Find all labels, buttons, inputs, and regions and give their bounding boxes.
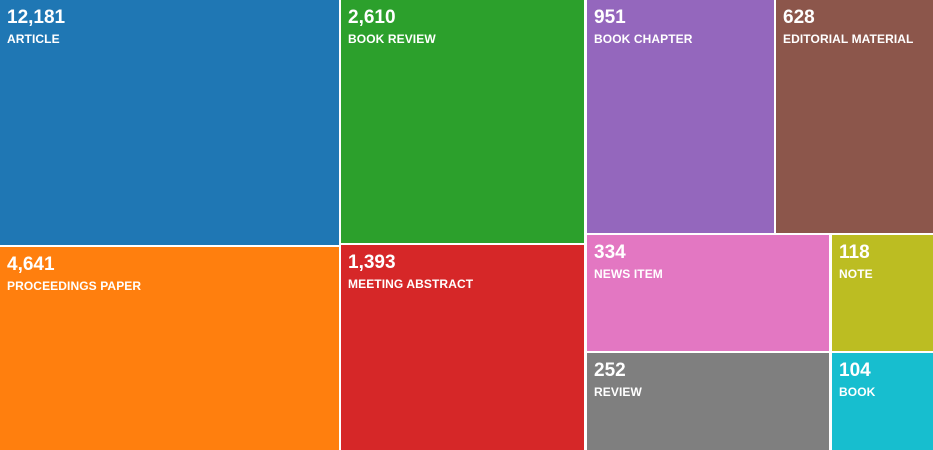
tile-label: BOOK <box>839 385 876 399</box>
treemap-tile-editorial-material[interactable]: 628 EDITORIAL MATERIAL <box>776 0 933 233</box>
tile-label: EDITORIAL MATERIAL <box>783 32 914 46</box>
tile-label: BOOK CHAPTER <box>594 32 693 46</box>
tile-label: MEETING ABSTRACT <box>348 277 474 291</box>
treemap-tile-note[interactable]: 118 NOTE <box>832 235 933 351</box>
tile-value: 4,641 <box>7 254 55 275</box>
treemap-tile-book[interactable]: 104 BOOK <box>832 353 933 450</box>
tile-value: 628 <box>783 7 815 28</box>
treemap-tile-book-review[interactable]: 2,610 BOOK REVIEW <box>341 0 584 243</box>
tile-value: 1,393 <box>348 252 396 273</box>
tile-label: ARTICLE <box>7 32 60 46</box>
treemap-tile-article[interactable]: 12,181 ARTICLE <box>0 0 339 245</box>
tile-label: NEWS ITEM <box>594 267 663 281</box>
tile-value: 334 <box>594 242 626 263</box>
tile-value: 951 <box>594 7 626 28</box>
tile-label: PROCEEDINGS PAPER <box>7 279 142 293</box>
tile-label: REVIEW <box>594 385 642 399</box>
tile-value: 2,610 <box>348 7 396 28</box>
treemap-tile-meeting-abstract[interactable]: 1,393 MEETING ABSTRACT <box>341 245 584 450</box>
tile-value: 118 <box>839 242 870 263</box>
tile-value: 104 <box>839 360 871 381</box>
treemap-tile-news-item[interactable]: 334 NEWS ITEM <box>587 235 829 351</box>
tile-label: BOOK REVIEW <box>348 32 436 46</box>
tile-label: NOTE <box>839 267 873 281</box>
tile-value: 252 <box>594 360 626 381</box>
tile-value: 12,181 <box>7 7 66 28</box>
treemap-tile-review[interactable]: 252 REVIEW <box>587 353 829 450</box>
treemap-tile-proceedings-paper[interactable]: 4,641 PROCEEDINGS PAPER <box>0 247 339 450</box>
treemap-tile-book-chapter[interactable]: 951 BOOK CHAPTER <box>587 0 774 233</box>
